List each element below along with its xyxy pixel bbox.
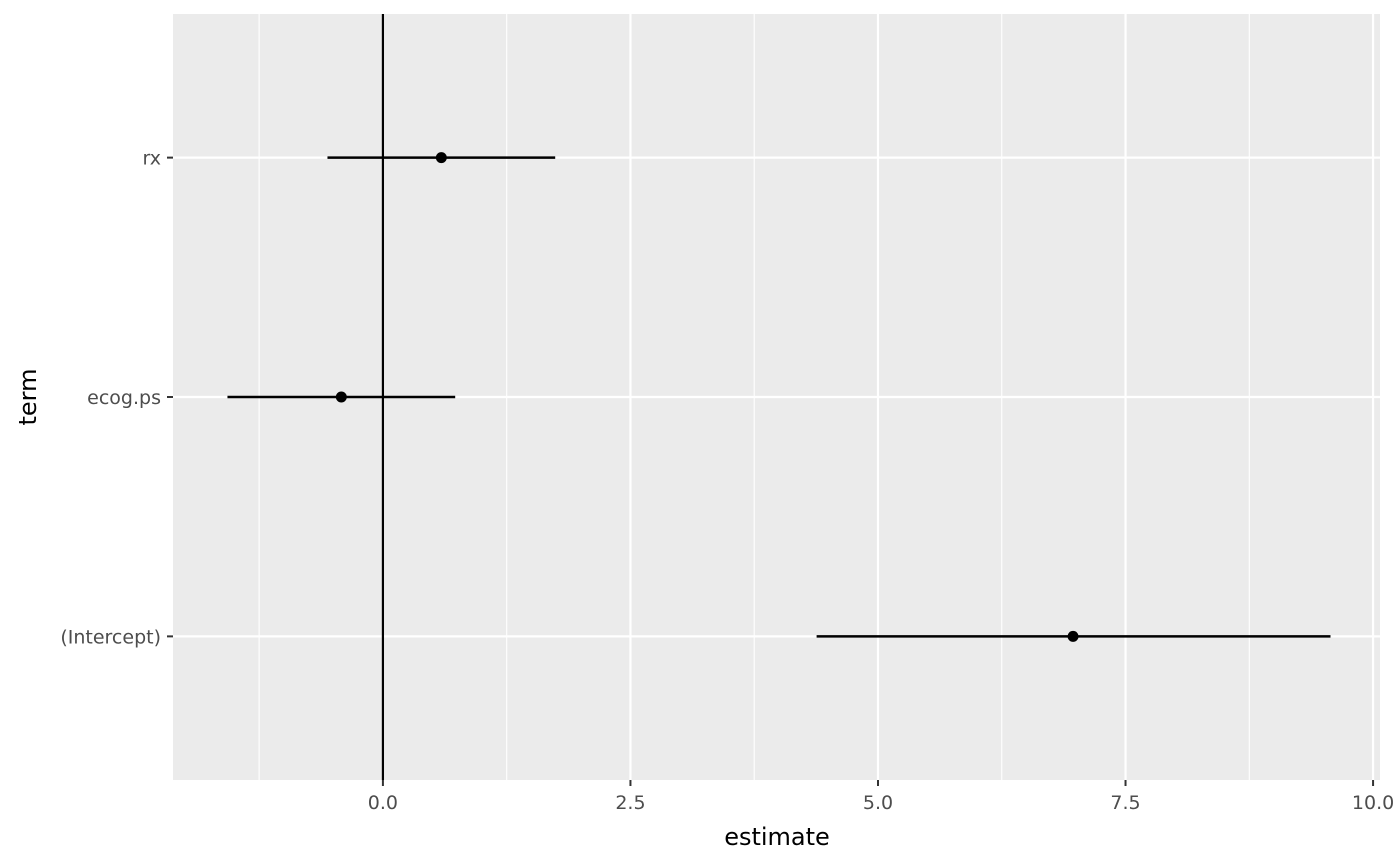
x-axis-title: estimate xyxy=(724,823,830,851)
x-tick-label: 10.0 xyxy=(1352,792,1394,814)
x-tick-label: 5.0 xyxy=(863,792,893,814)
y-tick-label: ecog.ps xyxy=(87,387,161,409)
x-tick-label: 2.5 xyxy=(615,792,645,814)
estimate-point xyxy=(435,152,447,164)
estimate-point xyxy=(1067,630,1079,642)
estimate-point xyxy=(335,391,347,403)
x-tick-label: 7.5 xyxy=(1110,792,1140,814)
chart-marks xyxy=(227,14,1331,780)
axes: 0.0 2.5 5.0 7.5 10.0 rx ecog.ps (Intercept) xyxy=(60,148,1394,814)
x-tick-label: 0.0 xyxy=(368,792,398,814)
y-tick-label: (Intercept) xyxy=(60,626,161,648)
y-axis-title: term xyxy=(14,369,42,426)
y-tick-label: rx xyxy=(142,148,161,170)
